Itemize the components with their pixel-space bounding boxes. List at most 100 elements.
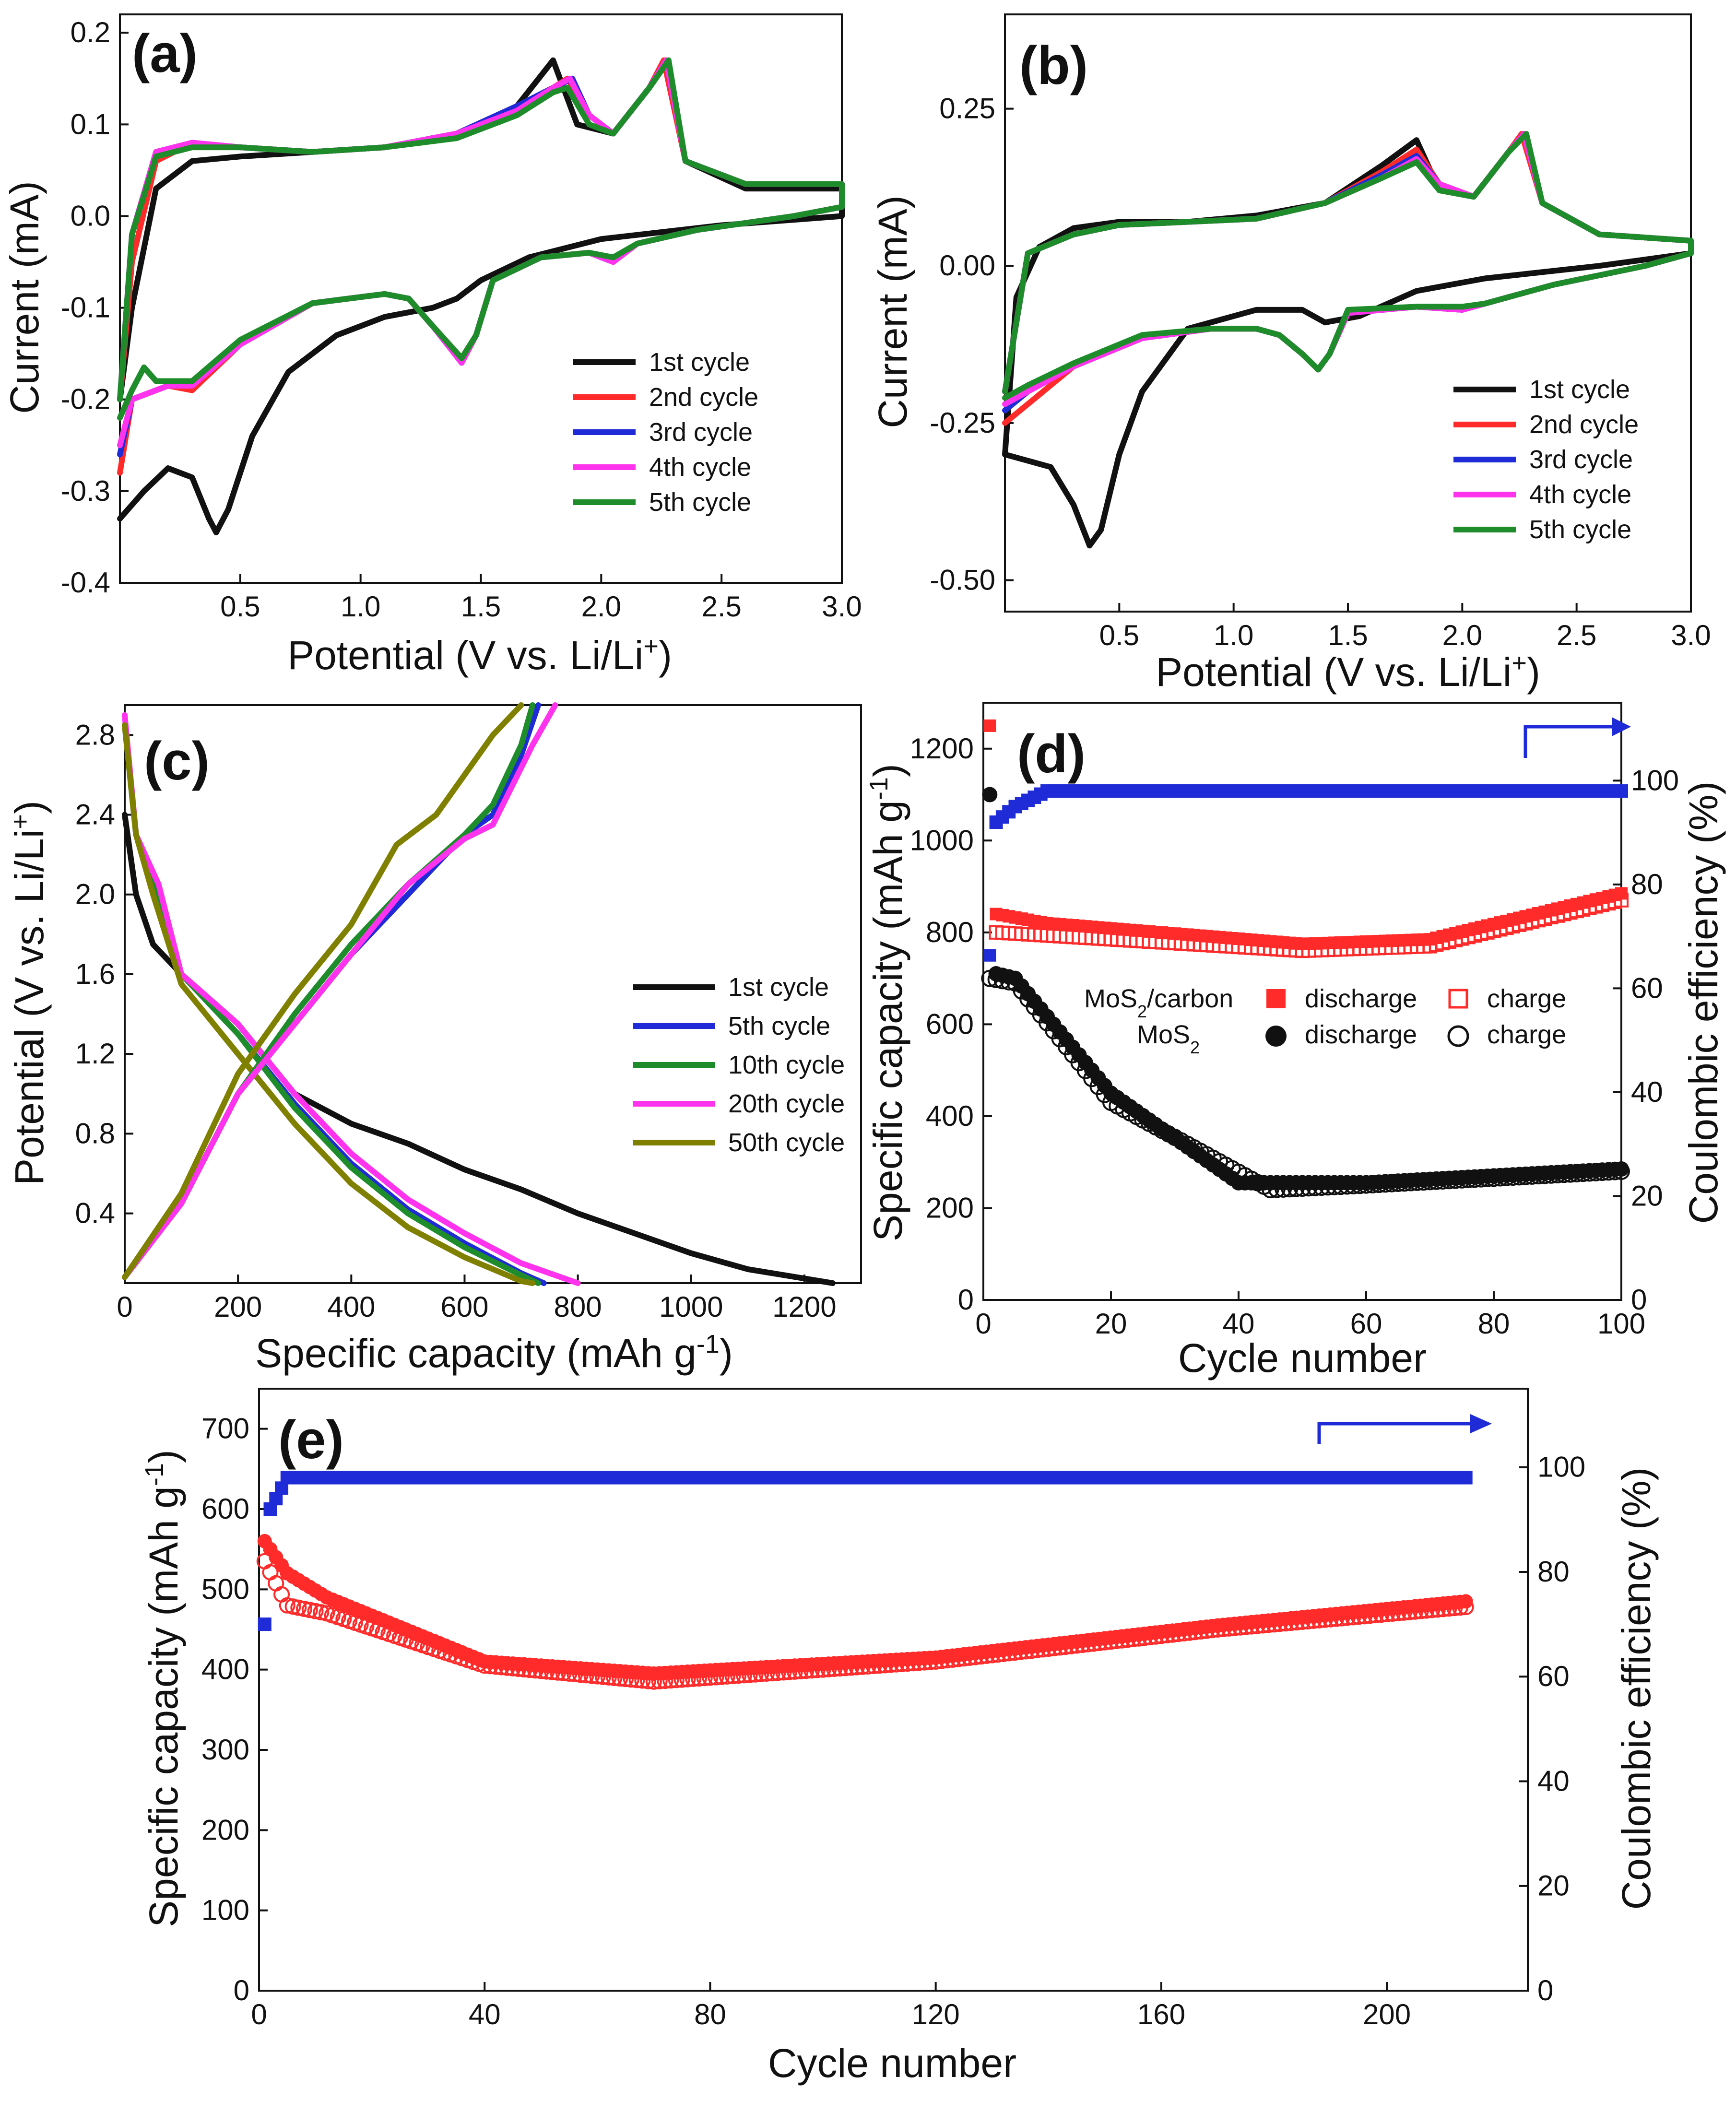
panel-a-ytick-label: 0.2 (71, 16, 110, 48)
panel-a-ylabel: Current (mA) (2, 181, 47, 413)
panel-b-legend-label: 4th cycle (1529, 480, 1631, 509)
panel-d-ytick-label: 400 (926, 1100, 974, 1132)
panel-a-xtick-label: 1.5 (461, 590, 501, 623)
panel-d-mos2-carbon-first-discharge (983, 719, 996, 732)
panel-c-series-line (122, 722, 536, 1286)
panel-d-legend-charge-1: charge (1487, 984, 1566, 1013)
panel-d-legend-circle-filled (1265, 1026, 1287, 1047)
panel-e-ytick-label: 700 (201, 1413, 249, 1445)
panel-b: 0.5 1.0 1.5 2.0 2.5 3.0 -0.50 -0.25 0.00 0.25 (b… (870, 13, 1711, 695)
panel-a-legend-label: 1st cycle (649, 348, 750, 377)
panel-c-ytick-label: 2.4 (75, 799, 115, 831)
panel-d-arrow-head (1612, 717, 1631, 736)
panel-d-coulombic-efficiency-marker (1615, 784, 1628, 798)
panel-d-frame (982, 702, 1622, 1301)
panel-a-legend: 1st cycle 2nd cycle 3rd cycle 4th cycle 5th … (573, 348, 758, 517)
panel-e-y2tick-label: 40 (1537, 1765, 1570, 1797)
panel-c-xtick-label: 1200 (772, 1291, 836, 1323)
panel-b-ylabel: Current (mA) (870, 195, 915, 428)
panel-e-ylabel: Specific capacity (mAh g-1) (140, 1450, 186, 1927)
panel-e-series (256, 1471, 1474, 1690)
panel-e-xlabel: Cycle number (768, 2041, 1016, 2086)
panel-b-legend: 1st cycle 2nd cycle 3rd cycle 4th cycle 5th … (1453, 375, 1639, 544)
panel-d-arrow (1523, 717, 1631, 758)
panel-e-charge-marker (307, 1603, 324, 1619)
panel-b-xtick-label: 1.5 (1328, 619, 1368, 651)
panel-d-ytick-label: 800 (926, 916, 974, 948)
panel-e-charge-marker (296, 1600, 313, 1617)
panel-d-mos2-discharge-marker (1614, 1161, 1629, 1177)
panel-a-label: (a) (132, 24, 198, 83)
panel-e-y2tick-label: 20 (1537, 1870, 1570, 1902)
panel-d-y2tick-label: 100 (1631, 764, 1679, 796)
panel-e-y2label: Coulombic efficiency (%) (1614, 1467, 1659, 1910)
panel-d-ytick-label: 1200 (910, 732, 974, 765)
panel-e-x-ticks: 0 40 80 120 160 200 (251, 1982, 1411, 2030)
panel-d-legend-discharge-1: discharge (1305, 984, 1417, 1013)
panel-e-xtick-label: 40 (469, 1998, 501, 2030)
panel-c-label: (c) (144, 731, 210, 791)
panel-e-charge-marker (290, 1599, 307, 1616)
panel-c-legend-label: 1st cycle (728, 973, 829, 1002)
panel-b-xtick-label: 2.5 (1557, 619, 1596, 651)
panel-e-xtick-label: 80 (694, 1998, 726, 2030)
panel-e-xtick-label: 120 (912, 1998, 960, 2030)
panel-d-legend-discharge-2: discharge (1305, 1020, 1417, 1049)
panel-e-arrow (1317, 1414, 1492, 1444)
panel-a-x-ticks: 0.5 1.0 1.5 2.0 2.5 3.0 (220, 574, 862, 623)
panel-a-ytick-label: 0.1 (71, 108, 110, 140)
panel-b-xtick-label: 2.0 (1442, 619, 1482, 651)
panel-c-ytick-label: 1.2 (75, 1038, 115, 1070)
panel-e-y2tick-label: 100 (1537, 1451, 1585, 1483)
panel-a-legend-label: 4th cycle (649, 453, 751, 482)
panel-e-xtick-label: 0 (251, 1998, 267, 2030)
panel-e-y2tick-label: 80 (1537, 1556, 1570, 1588)
panel-e-ytick-label: 0 (234, 1974, 249, 2007)
panel-d-y2tick-label: 20 (1631, 1180, 1663, 1212)
panel-c-x-ticks: 0 200 400 600 800 1000 1200 (117, 1275, 837, 1323)
panel-c-series-line (122, 712, 581, 1286)
panel-d-legend-charge-2: charge (1487, 1020, 1566, 1049)
panel-c-legend: 1st cycle 5th cycle 10th cycle 20th cycle 50… (633, 973, 845, 1157)
panel-d-y-ticks: 0 200 400 600 800 1000 1200 (910, 732, 992, 1316)
panel-c-xtick-label: 200 (214, 1291, 262, 1323)
panel-d-y2tick-label: 0 (1631, 1284, 1647, 1316)
panel-e-y-ticks: 0 100 200 300 400 500 600 700 (201, 1413, 268, 2007)
panel-e-arrow-head (1470, 1414, 1492, 1433)
panel-d-xtick-label: 40 (1223, 1308, 1255, 1340)
panel-d: 0 20 40 60 80 100 0 200 400 600 800 1000 1200 0 20 40… (864, 702, 1726, 1381)
panel-d-legend-square-open (1448, 989, 1468, 1009)
panel-c-xtick-label: 800 (554, 1291, 602, 1323)
panel-a-ytick-label: -0.4 (61, 567, 110, 599)
panel-a-ytick-label: 0.0 (71, 200, 110, 232)
panel-d-y2tick-label: 40 (1631, 1076, 1663, 1108)
panel-b-ytick-label: -0.50 (930, 564, 995, 596)
panel-d-legend-mos2-carbon: MoS2/carbon (1084, 984, 1233, 1021)
panel-b-xlabel: Potential (V vs. Li/Li+) (1156, 649, 1540, 695)
panel-d-y2tick-label: 80 (1631, 868, 1663, 900)
panel-a: 0.5 1.0 1.5 2.0 2.5 3.0 -0.4 -0.3 -0.2 -0.1 0.0 0.… (2, 13, 862, 678)
panel-d-xlabel: Cycle number (1178, 1335, 1427, 1381)
panel-e-charge-marker (279, 1597, 295, 1614)
panel-a-series (117, 57, 845, 535)
panel-d-xtick-label: 20 (1095, 1308, 1127, 1340)
panel-e-ytick-label: 200 (201, 1814, 249, 1846)
panel-c-ylabel: Potential (V vs. Li/Li+) (6, 801, 52, 1185)
panel-c-legend-label: 20th cycle (728, 1089, 845, 1118)
panel-c-frame (124, 704, 862, 1284)
panel-a-xlabel: Potential (V vs. Li/Li+) (287, 632, 672, 678)
panel-b-ytick-label: 0.00 (939, 249, 995, 282)
panel-b-legend-label: 5th cycle (1529, 515, 1631, 544)
panel-d-legend-square-filled (1266, 989, 1286, 1008)
panel-e-coulombic-efficiency-marker (1459, 1471, 1473, 1485)
panel-d-mos2-first-discharge (982, 787, 998, 803)
panel-d-xtick-label: 100 (1597, 1308, 1645, 1340)
panel-d-y2-ticks: 0 20 40 60 80 100 (1613, 764, 1679, 1316)
panel-a-legend-label: 5th cycle (649, 488, 751, 517)
panel-e-ytick-label: 400 (201, 1653, 249, 1686)
panel-b-y-ticks: -0.50 -0.25 0.00 0.25 (930, 93, 1014, 596)
panel-e-ytick-label: 300 (201, 1734, 249, 1766)
panel-a-xtick-label: 2.0 (581, 590, 621, 623)
